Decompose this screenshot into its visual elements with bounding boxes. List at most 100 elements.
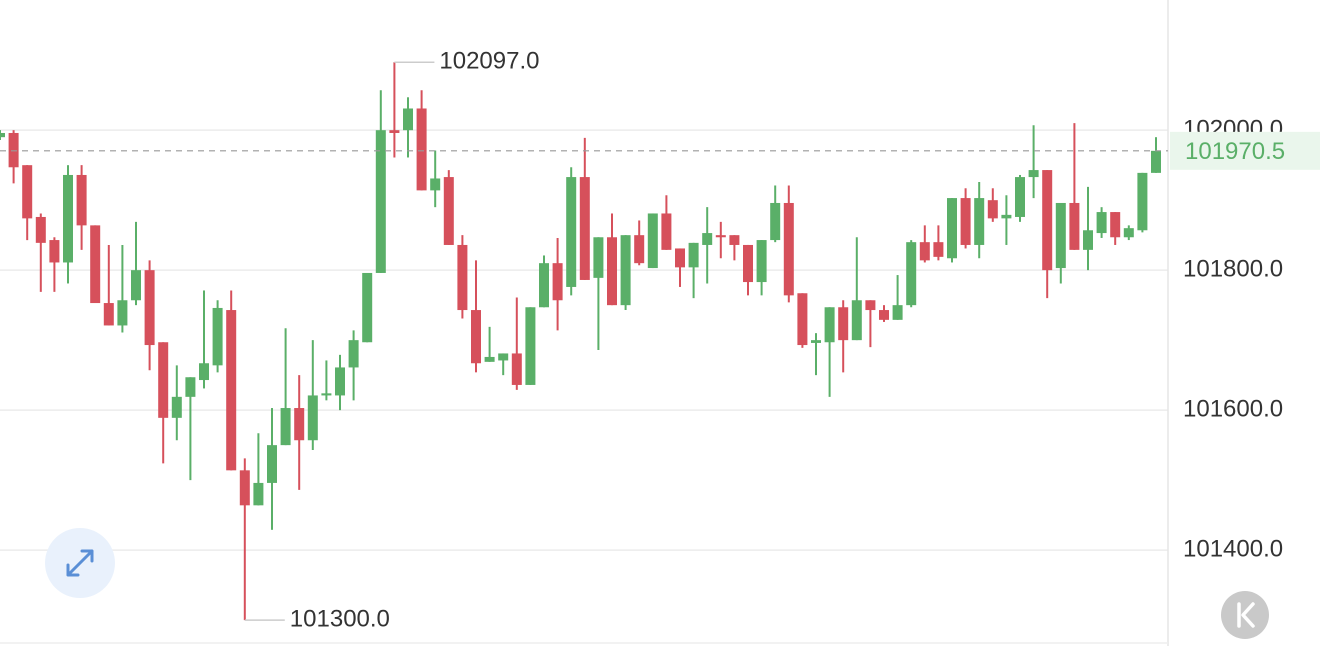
candle-body [63,174,73,263]
candle-body [770,202,781,241]
candle-body [49,240,60,263]
high-marker-label: 102097.0 [439,48,539,75]
candle-body [253,482,264,506]
candle-body [879,310,889,320]
y-tick-label: 101400.0 [1183,535,1283,562]
candle-body [1028,170,1039,178]
candle-body [131,270,141,301]
candle-body [90,225,101,304]
candle-body [851,300,862,341]
candle-body [947,198,957,259]
candle-body [375,130,386,273]
candle-body [675,248,685,268]
candle-body [321,393,332,396]
candle-body [403,108,413,131]
candle-body [8,132,19,168]
expand-icon[interactable] [66,549,94,577]
candle-body [1096,212,1107,234]
kline-button[interactable] [1221,591,1269,639]
candle-body [199,363,209,381]
candle-body [511,353,522,385]
candle-body [579,177,590,280]
candle-body [634,235,645,264]
candle-body [824,307,835,343]
y-tick-label: 101800.0 [1183,256,1283,283]
candle-body [1015,177,1025,217]
candle-body [457,244,468,311]
candle-body [171,396,182,418]
candle-body [498,353,509,361]
candle-body [892,305,903,320]
candle-body [335,367,345,396]
candle-body [607,237,617,306]
candle-body [838,307,849,341]
candle-body [294,408,305,441]
candle-body [987,200,998,219]
candle-body [688,242,699,268]
candle-body [1137,172,1148,231]
candle-body [620,235,631,306]
candle-body [566,177,577,287]
candle-body [797,293,808,346]
candle-body [960,198,971,245]
low-marker-label: 101300.0 [290,605,390,632]
candle-body [783,202,794,296]
candle-body [471,310,481,364]
last-price-tag [1170,131,1320,170]
candle-body [212,307,223,366]
candle-body [443,177,454,245]
candle-body [593,237,604,278]
candle-body [1001,214,1012,219]
candle-body [715,235,726,238]
candle-body [430,178,441,191]
candle-body [226,310,237,471]
candle-body [865,300,876,311]
candle-body [933,242,944,257]
candle-body [1055,202,1066,269]
candle-body [919,242,930,261]
candle-body [117,300,128,326]
candle-body [22,165,33,219]
candle-body [1069,202,1080,250]
candle-body [729,235,740,245]
candles [0,62,1161,621]
overlay: 102097.0 101300.0 101970.5 [0,48,1320,632]
candle-body [103,303,114,326]
candle-body [539,263,549,308]
candle-body [158,342,169,418]
candle-body [647,213,658,269]
candle-body [1151,150,1161,173]
candle-body [348,340,359,368]
candle-body [0,132,5,138]
y-tick-label: 101600.0 [1183,395,1283,422]
candle-body [811,340,821,343]
candle-body [144,270,155,346]
candle-body [743,244,753,283]
candle-body [1123,228,1134,238]
candle-body [185,377,196,397]
candle-body [974,198,985,245]
candle-body [661,213,672,250]
candle-body [389,130,400,133]
candle-body [35,216,46,243]
candle-body [280,408,291,446]
candle-body [267,445,277,483]
candle-body [307,395,318,441]
candle-body [484,356,495,362]
candle-body [416,108,427,191]
candle-body [756,240,767,283]
kline-icon[interactable] [1237,602,1255,628]
candle-body [906,242,917,306]
candle-body [552,263,563,301]
candle-body [1083,230,1093,250]
candle-body [76,174,87,226]
candle-body [1042,170,1053,271]
candle-body [1110,212,1121,238]
candle-body [239,470,250,506]
last-price-label: 101970.5 [1185,138,1285,165]
candle-body [525,307,536,385]
expand-button[interactable] [45,528,115,598]
